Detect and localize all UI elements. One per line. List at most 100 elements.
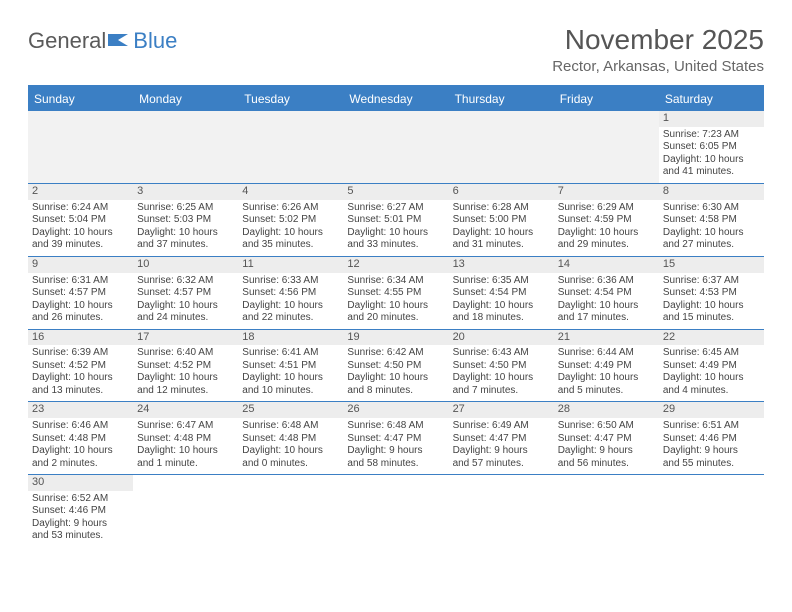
day-details: Sunrise: 6:43 AMSunset: 4:50 PMDaylight:… xyxy=(453,347,550,397)
day-day2: and 53 minutes. xyxy=(32,530,129,543)
day-day2: and 12 minutes. xyxy=(137,385,234,398)
day-number: 1 xyxy=(659,111,764,127)
day-details: Sunrise: 6:24 AMSunset: 5:04 PMDaylight:… xyxy=(32,202,129,252)
day-number: 30 xyxy=(28,475,133,491)
day-number: 29 xyxy=(659,402,764,418)
day-day1: Daylight: 10 hours xyxy=(242,372,339,385)
day-day1: Daylight: 10 hours xyxy=(347,227,444,240)
calendar-day: 14Sunrise: 6:36 AMSunset: 4:54 PMDayligh… xyxy=(554,257,659,329)
day-details: Sunrise: 6:44 AMSunset: 4:49 PMDaylight:… xyxy=(558,347,655,397)
day-number: 17 xyxy=(133,330,238,346)
calendar-day: 28Sunrise: 6:50 AMSunset: 4:47 PMDayligh… xyxy=(554,402,659,474)
calendar-day-empty xyxy=(554,111,659,183)
day-day1: Daylight: 10 hours xyxy=(558,300,655,313)
day-sunrise: Sunrise: 6:50 AM xyxy=(558,420,655,433)
day-sunrise: Sunrise: 6:35 AM xyxy=(453,275,550,288)
day-day1: Daylight: 10 hours xyxy=(32,300,129,313)
day-sunset: Sunset: 4:57 PM xyxy=(32,287,129,300)
day-details: Sunrise: 6:34 AMSunset: 4:55 PMDaylight:… xyxy=(347,275,444,325)
day-day2: and 27 minutes. xyxy=(663,239,760,252)
day-number: 24 xyxy=(133,402,238,418)
day-day2: and 37 minutes. xyxy=(137,239,234,252)
day-number: 5 xyxy=(343,184,448,200)
day-details: Sunrise: 6:48 AMSunset: 4:47 PMDaylight:… xyxy=(347,420,444,470)
calendar-day: 19Sunrise: 6:42 AMSunset: 4:50 PMDayligh… xyxy=(343,330,448,402)
day-sunset: Sunset: 4:51 PM xyxy=(242,360,339,373)
day-sunrise: Sunrise: 6:30 AM xyxy=(663,202,760,215)
day-day2: and 29 minutes. xyxy=(558,239,655,252)
calendar-day: 26 Sunrise: 6:48 AMSunset: 4:47 PMDayligh… xyxy=(343,402,448,474)
day-sunset: Sunset: 4:47 PM xyxy=(347,433,444,446)
day-day1: Daylight: 10 hours xyxy=(137,445,234,458)
day-number: 11 xyxy=(238,257,343,273)
day-number: 4 xyxy=(238,184,343,200)
day-sunrise: Sunrise: 6:44 AM xyxy=(558,347,655,360)
calendar-day: 7Sunrise: 6:29 AMSunset: 4:59 PMDaylight… xyxy=(554,184,659,256)
calendar-day-empty xyxy=(343,111,448,183)
day-number: 14 xyxy=(554,257,659,273)
calendar-day: 29 Sunrise: 6:51 AMSunset: 4:46 PMDayligh… xyxy=(659,402,764,474)
day-sunset: Sunset: 4:52 PM xyxy=(137,360,234,373)
day-sunrise: Sunrise: 6:24 AM xyxy=(32,202,129,215)
day-sunset: Sunset: 5:00 PM xyxy=(453,214,550,227)
day-sunrise: Sunrise: 6:45 AM xyxy=(663,347,760,360)
day-day2: and 41 minutes. xyxy=(663,166,760,179)
day-sunset: Sunset: 5:03 PM xyxy=(137,214,234,227)
day-number: 26 xyxy=(343,402,448,418)
day-details: Sunrise: 6:45 AMSunset: 4:49 PMDaylight:… xyxy=(663,347,760,397)
logo-text-2: Blue xyxy=(133,28,177,54)
day-number: 2 xyxy=(28,184,133,200)
day-day1: Daylight: 10 hours xyxy=(558,372,655,385)
day-day2: and 13 minutes. xyxy=(32,385,129,398)
day-sunrise: Sunrise: 6:25 AM xyxy=(137,202,234,215)
day-day1: Daylight: 10 hours xyxy=(137,300,234,313)
calendar-day: 3Sunrise: 6:25 AMSunset: 5:03 PMDaylight… xyxy=(133,184,238,256)
day-sunrise: Sunrise: 6:40 AM xyxy=(137,347,234,360)
day-day1: Daylight: 9 hours xyxy=(453,445,550,458)
day-day1: Daylight: 9 hours xyxy=(347,445,444,458)
day-details: Sunrise: 6:47 AMSunset: 4:48 PMDaylight:… xyxy=(137,420,234,470)
calendar-day: 23Sunrise: 6:46 AMSunset: 4:48 PMDayligh… xyxy=(28,402,133,474)
calendar-day-empty xyxy=(449,475,554,547)
calendar-day: 6Sunrise: 6:28 AMSunset: 5:00 PMDaylight… xyxy=(449,184,554,256)
day-day1: Daylight: 10 hours xyxy=(663,300,760,313)
day-sunrise: Sunrise: 6:51 AM xyxy=(663,420,760,433)
calendar-day: 5Sunrise: 6:27 AMSunset: 5:01 PMDaylight… xyxy=(343,184,448,256)
day-number: 6 xyxy=(449,184,554,200)
day-day2: and 55 minutes. xyxy=(663,458,760,471)
day-day2: and 26 minutes. xyxy=(32,312,129,325)
day-day1: Daylight: 10 hours xyxy=(32,227,129,240)
day-details: Sunrise: 6:42 AMSunset: 4:50 PMDaylight:… xyxy=(347,347,444,397)
day-day1: Daylight: 10 hours xyxy=(453,372,550,385)
day-sunset: Sunset: 4:52 PM xyxy=(32,360,129,373)
day-sunrise: Sunrise: 6:43 AM xyxy=(453,347,550,360)
day-day2: and 7 minutes. xyxy=(453,385,550,398)
day-sunset: Sunset: 4:53 PM xyxy=(663,287,760,300)
day-details: Sunrise: 6:51 AMSunset: 4:46 PMDaylight:… xyxy=(663,420,760,470)
day-sunset: Sunset: 4:49 PM xyxy=(558,360,655,373)
day-day2: and 56 minutes. xyxy=(558,458,655,471)
calendar-day: 11Sunrise: 6:33 AMSunset: 4:56 PMDayligh… xyxy=(238,257,343,329)
calendar-day: 27Sunrise: 6:49 AMSunset: 4:47 PMDayligh… xyxy=(449,402,554,474)
calendar-week: 1Sunrise: 7:23 AMSunset: 6:05 PMDaylight… xyxy=(28,111,764,184)
day-sunset: Sunset: 4:57 PM xyxy=(137,287,234,300)
day-details: Sunrise: 6:25 AMSunset: 5:03 PMDaylight:… xyxy=(137,202,234,252)
day-day2: and 5 minutes. xyxy=(558,385,655,398)
calendar-day: 12Sunrise: 6:34 AMSunset: 4:55 PMDayligh… xyxy=(343,257,448,329)
day-day2: and 24 minutes. xyxy=(137,312,234,325)
day-day1: Daylight: 9 hours xyxy=(663,445,760,458)
weekday-header: Monday xyxy=(133,87,238,111)
day-number: 23 xyxy=(28,402,133,418)
day-details: Sunrise: 6:29 AMSunset: 4:59 PMDaylight:… xyxy=(558,202,655,252)
day-sunset: Sunset: 4:59 PM xyxy=(558,214,655,227)
day-details: Sunrise: 6:48 AMSunset: 4:48 PMDaylight:… xyxy=(242,420,339,470)
logo: General Blue xyxy=(28,24,177,54)
day-sunset: Sunset: 4:50 PM xyxy=(347,360,444,373)
day-details: Sunrise: 6:41 AMSunset: 4:51 PMDaylight:… xyxy=(242,347,339,397)
day-sunrise: Sunrise: 6:41 AM xyxy=(242,347,339,360)
day-sunrise: Sunrise: 6:32 AM xyxy=(137,275,234,288)
calendar-day-empty xyxy=(28,111,133,183)
day-sunset: Sunset: 4:56 PM xyxy=(242,287,339,300)
calendar-day: 9Sunrise: 6:31 AMSunset: 4:57 PMDaylight… xyxy=(28,257,133,329)
calendar-day: 21Sunrise: 6:44 AMSunset: 4:49 PMDayligh… xyxy=(554,330,659,402)
